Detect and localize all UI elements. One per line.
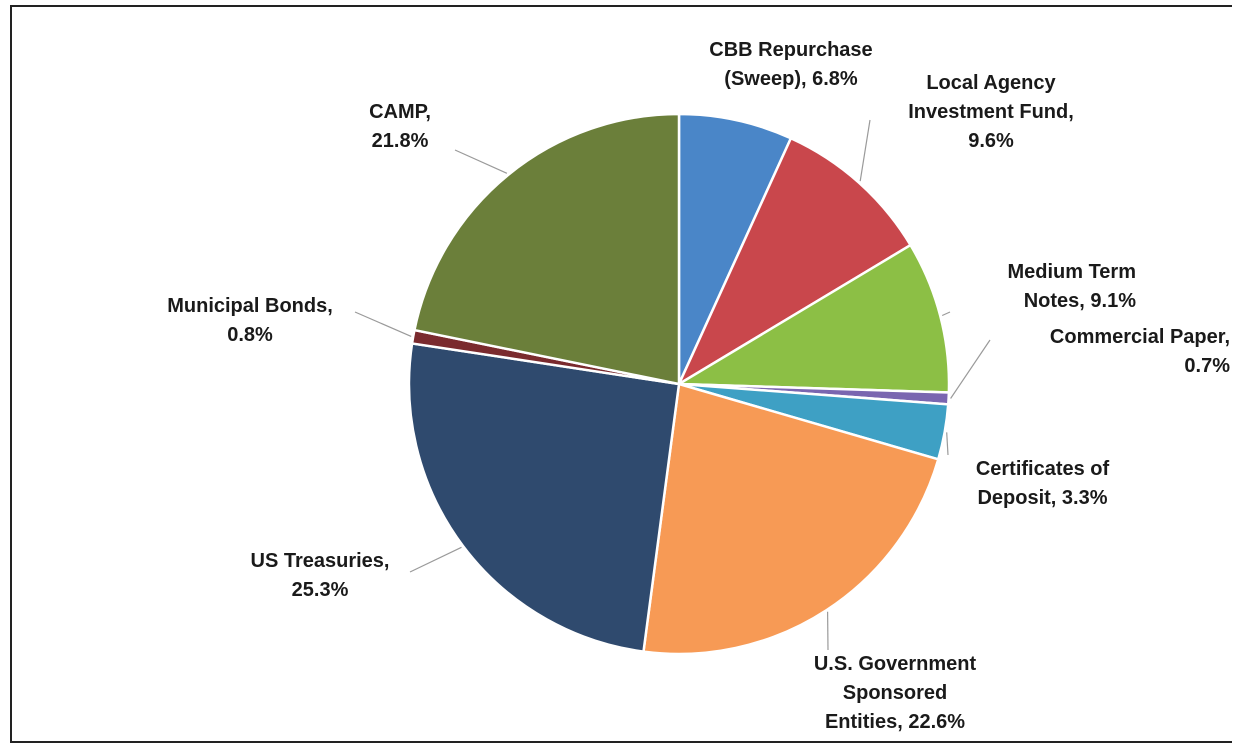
label-commercial-paper: Commercial Paper, 0.7%: [1049, 326, 1230, 377]
pie-slice-u-s-government-sponsored-entities: [642, 382, 940, 656]
leader-line: [941, 311, 951, 317]
leader-line: [354, 311, 412, 337]
pie-slice-cbb-repurchase-sweep: [677, 112, 793, 385]
leader-line: [454, 149, 508, 174]
label-municipal-bonds: Municipal Bonds, 0.8%: [167, 295, 333, 346]
leader-line: [946, 432, 949, 456]
pie-slice-local-agency-investment-fund: [676, 136, 913, 388]
label-us-government-sponsored-entities: U.S. Government Sponsored Entities, 22.6…: [813, 653, 977, 733]
pie-slice-camp: [412, 112, 681, 386]
leader-lines: [354, 119, 991, 651]
leader-line: [409, 546, 462, 573]
pie-slice-us-treasuries: [407, 342, 681, 654]
label-medium-term-notes: Medium Term Notes, 9.1%: [1007, 261, 1136, 312]
label-local-agency-investment-fund: Local Agency Investment Fund, 9.6%: [908, 72, 1074, 152]
leader-line: [859, 119, 871, 182]
label-camp: CAMP, 21.8%: [369, 101, 431, 152]
label-certificates-of-deposit: Certificates of Deposit, 3.3%: [975, 458, 1110, 509]
leader-line: [950, 339, 991, 399]
label-cbb-repurchase: CBB Repurchase (Sweep), 6.8%: [709, 39, 873, 90]
pie-slice-medium-term-notes: [674, 243, 951, 394]
pie-slices: [407, 112, 951, 656]
label-us-treasuries: US Treasuries, 25.3%: [250, 550, 390, 601]
